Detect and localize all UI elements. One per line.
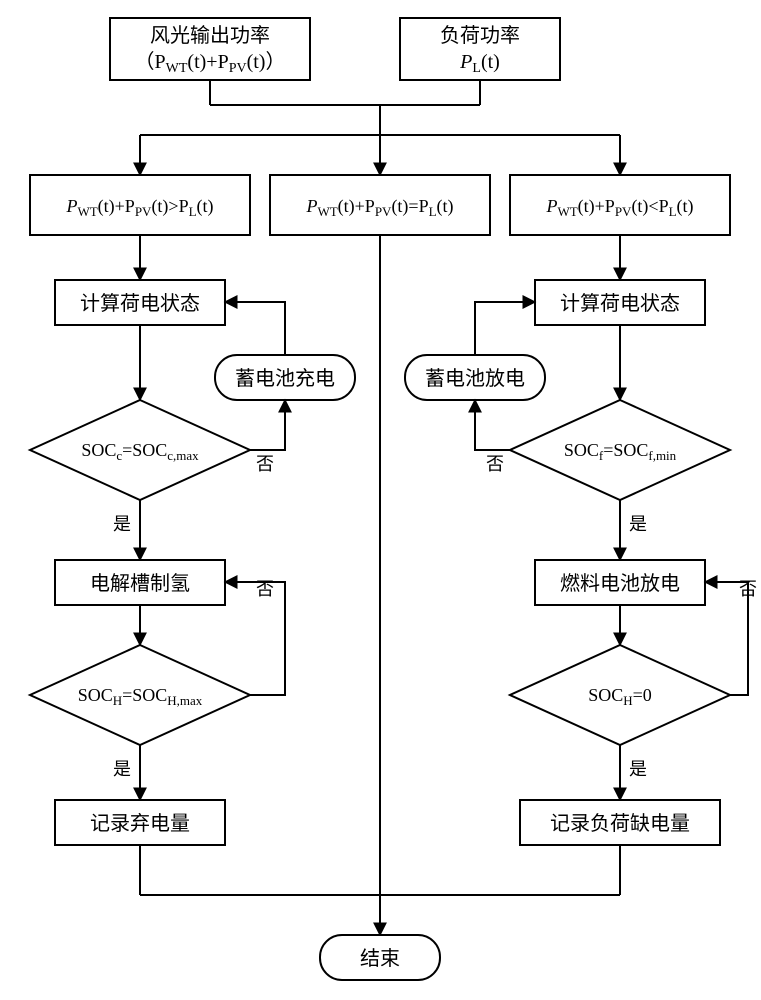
edge bbox=[475, 302, 535, 355]
end-text: 结束 bbox=[360, 947, 400, 970]
edge-no-right bbox=[475, 400, 510, 450]
node-cond-lt: PWT(t)+PPV(t)<PL(t) bbox=[510, 175, 730, 235]
bat-charge-text: 蓄电池充电 bbox=[235, 367, 335, 390]
label-yes: 是 bbox=[113, 514, 131, 534]
label-no: 否 bbox=[256, 454, 274, 474]
bat-discharge-text: 蓄电池放电 bbox=[425, 367, 525, 390]
node-cond-gt: PWT(t)+PPV(t)>PL(t) bbox=[30, 175, 250, 235]
rec-abandon-text: 记录弃电量 bbox=[90, 812, 190, 835]
edge bbox=[225, 302, 285, 355]
node-start-left: 风光输出功率 （PWT(t)+PPV(t)） bbox=[110, 18, 310, 80]
soch-0-text: SOCH=0 bbox=[588, 685, 652, 708]
calc-soc-right-text: 计算荷电状态 bbox=[560, 292, 680, 315]
node-calc-soc-right: 计算荷电状态 bbox=[535, 280, 705, 325]
start-left-line1: 风光输出功率 bbox=[150, 24, 270, 47]
label-no: 否 bbox=[256, 579, 274, 599]
node-calc-soc-left: 计算荷电状态 bbox=[55, 280, 225, 325]
rec-short-text: 记录负荷缺电量 bbox=[550, 812, 690, 835]
flowchart-svg: 风光输出功率 （PWT(t)+PPV(t)） 负荷功率 PL(t) PWT(t)… bbox=[0, 0, 761, 1000]
node-rec-short: 记录负荷缺电量 bbox=[520, 800, 720, 845]
label-yes: 是 bbox=[629, 514, 647, 534]
calc-soc-left-text: 计算荷电状态 bbox=[80, 292, 200, 315]
start-left-line2: （PWT(t)+PPV(t)） bbox=[135, 50, 286, 76]
label-yes: 是 bbox=[113, 759, 131, 779]
edge bbox=[225, 582, 285, 695]
node-fuelcell: 燃料电池放电 bbox=[535, 560, 705, 605]
node-rec-abandon: 记录弃电量 bbox=[55, 800, 225, 845]
edge-no-left bbox=[250, 400, 285, 450]
node-bat-charge: 蓄电池充电 bbox=[215, 355, 355, 400]
start-right-line1: 负荷功率 bbox=[440, 24, 520, 47]
label-no: 否 bbox=[739, 579, 757, 599]
node-electrolyze: 电解槽制氢 bbox=[55, 560, 225, 605]
label-yes: 是 bbox=[629, 759, 647, 779]
label-no: 否 bbox=[486, 454, 504, 474]
diamond-socf: SOCf=SOCf,min bbox=[510, 400, 730, 500]
fuelcell-text: 燃料电池放电 bbox=[560, 572, 680, 595]
node-start-right: 负荷功率 PL(t) bbox=[400, 18, 560, 80]
node-cond-eq: PWT(t)+PPV(t)=PL(t) bbox=[270, 175, 490, 235]
diamond-socc: SOCc=SOCc,max bbox=[30, 400, 250, 500]
node-bat-discharge: 蓄电池放电 bbox=[405, 355, 545, 400]
electrolyze-text: 电解槽制氢 bbox=[90, 572, 190, 595]
diamond-soch-0: SOCH=0 bbox=[510, 645, 730, 745]
node-end: 结束 bbox=[320, 935, 440, 980]
diamond-soch-max: SOCH=SOCH,max bbox=[30, 645, 250, 745]
